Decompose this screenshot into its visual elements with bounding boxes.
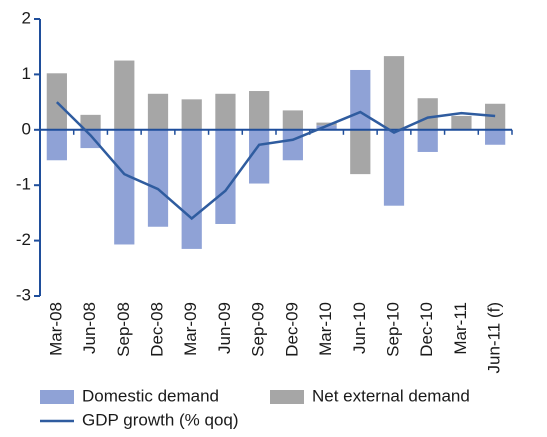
bar (249, 129, 270, 184)
x-tick-label: Dec-09 (282, 302, 301, 357)
bar (114, 60, 135, 130)
bar (181, 129, 202, 249)
bar (181, 99, 202, 130)
bar (282, 129, 303, 161)
bar (114, 129, 135, 245)
x-tick-label: Mar-10 (316, 302, 335, 356)
legend-label: Net external demand (312, 386, 470, 405)
y-tick-label: 1 (22, 64, 31, 83)
legend-label: Domestic demand (82, 386, 219, 405)
x-tick-label: Mar-09 (181, 302, 200, 356)
bar (316, 125, 337, 130)
bar (80, 129, 101, 149)
bar (46, 129, 67, 161)
x-tick-label: Sep-09 (249, 302, 268, 357)
bar (249, 91, 270, 130)
bar (350, 129, 371, 175)
bar (417, 129, 438, 152)
x-tick-label: Jun-09 (215, 302, 234, 354)
legend-swatch (270, 390, 304, 404)
y-tick-label: -1 (16, 175, 31, 194)
bar (485, 129, 506, 145)
bar (383, 129, 405, 206)
y-tick-label: 0 (22, 119, 31, 138)
bar (147, 93, 169, 130)
bar (451, 115, 472, 130)
x-tick-label: Jun-08 (80, 302, 99, 354)
bar (215, 129, 236, 224)
x-tick-label: Mar-11 (451, 302, 470, 355)
bar (80, 114, 101, 130)
x-tick-label: Mar-08 (46, 302, 65, 356)
bar (316, 122, 337, 126)
bar (46, 73, 67, 130)
legend-label: GDP growth (% qoq) (82, 410, 239, 429)
bar (350, 69, 371, 130)
legend-swatch (40, 390, 74, 404)
y-tick-label: -3 (16, 285, 31, 304)
x-tick-label: Dec-08 (147, 302, 166, 357)
x-tick-label: Dec-10 (417, 302, 436, 357)
bar (417, 98, 438, 130)
bar (282, 110, 303, 130)
x-tick-label: Jun-10 (350, 302, 369, 354)
bar (215, 93, 236, 130)
line (55, 101, 496, 221)
y-tick-label: 2 (22, 8, 31, 27)
x-tick-label: Jun-11 (f) (485, 302, 504, 374)
y-tick-label: -2 (16, 230, 31, 249)
bar (147, 129, 169, 227)
bar (383, 56, 405, 130)
x-tick-label: Sep-10 (383, 302, 402, 357)
bar (485, 103, 506, 130)
x-tick-label: Sep-08 (114, 302, 133, 357)
